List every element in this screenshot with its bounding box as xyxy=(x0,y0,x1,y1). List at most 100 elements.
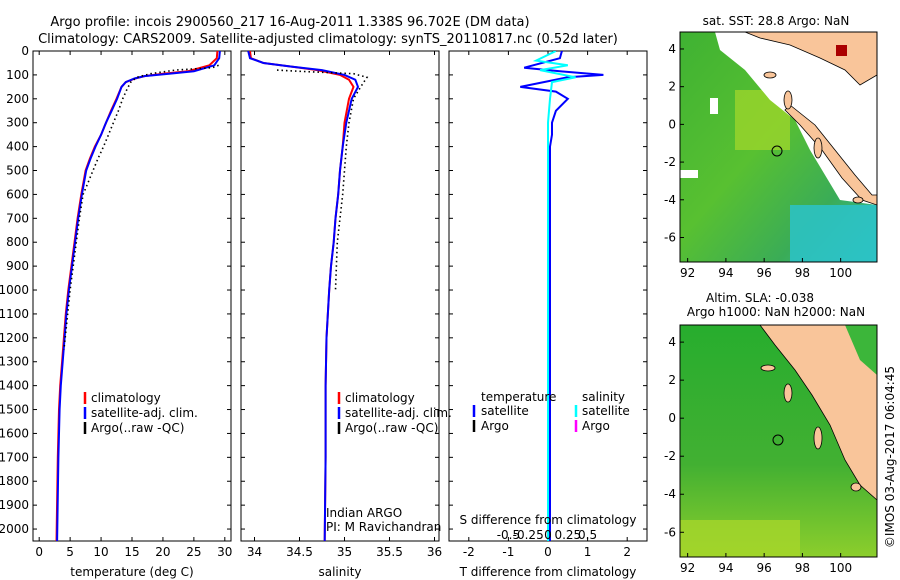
series-line-argo-raw-qc- xyxy=(276,69,369,291)
sla-map-title-line1: Altim. SLA: -0.038 xyxy=(706,291,814,305)
legend-satellite-label: satellite-adj. clim. xyxy=(91,406,198,420)
x-tick-label: 5 xyxy=(66,545,74,559)
series-line-argo-raw-qc- xyxy=(63,64,219,350)
y-tick-label: 1700 xyxy=(0,450,29,464)
sla-high-patch xyxy=(680,520,800,557)
salinity-lines xyxy=(247,51,369,541)
sst-map-title: sat. SST: 28.8 Argo: NaN xyxy=(703,14,850,28)
map-y-tick-label: -4 xyxy=(664,487,676,501)
sla-map-frame xyxy=(679,324,878,558)
sst-island-a xyxy=(763,71,777,79)
map-y-tick-label: 0 xyxy=(668,117,676,131)
difference-legend: temperature satellite Argo salinity sate… xyxy=(472,390,630,433)
series-line-climatology xyxy=(249,51,355,541)
annotation-pi: PI: M Ravichandran xyxy=(326,520,441,534)
y-tick-label: 2000 xyxy=(0,522,29,536)
figure-title-line1: Argo profile: incois 2900560_217 16-Aug-… xyxy=(50,15,529,30)
difference-xlabel: T difference from climatology xyxy=(459,565,637,579)
legend-sal-argo-label: Argo xyxy=(582,419,610,433)
y-tick-label: 1000 xyxy=(0,283,29,297)
top-tick-label: -0.5 xyxy=(497,528,520,542)
top-tick-label: -0.25 xyxy=(513,528,544,542)
x-tick-label: 25 xyxy=(186,545,201,559)
map-y-tick-label: -2 xyxy=(664,449,676,463)
difference-top-label: S difference from climatology xyxy=(460,513,637,527)
difference-ticks: -2 -1 0 1 2 xyxy=(449,50,647,559)
x-tick-label: 0 xyxy=(35,545,43,559)
difference-lines xyxy=(520,51,604,541)
y-tick-label: 1500 xyxy=(0,403,29,417)
map-x-tick-label: 100 xyxy=(829,266,852,280)
map-x-tick-label: 100 xyxy=(829,561,852,575)
series-line-salinity-satellite xyxy=(532,51,576,541)
map-x-tick-label: 98 xyxy=(795,266,810,280)
sla-island-d xyxy=(850,482,862,492)
x-tick-label: 0 xyxy=(544,545,552,559)
sla-island-c xyxy=(813,426,823,450)
legend-climatology-label: climatology xyxy=(91,391,161,405)
map-x-tick-label: 96 xyxy=(757,266,772,280)
series-line-climatology xyxy=(55,51,219,541)
top-tick-label: 0 xyxy=(544,528,552,542)
top-tick-label: 0.25 xyxy=(554,528,581,542)
sst-marker-square xyxy=(836,45,847,56)
y-tick-label: 1300 xyxy=(0,355,29,369)
sst-map-image xyxy=(680,32,877,262)
x-tick-label: -1 xyxy=(502,545,514,559)
map-y-tick-label: 0 xyxy=(668,411,676,425)
sst-argo-marker xyxy=(771,145,783,157)
y-tick-label: 600 xyxy=(6,187,29,201)
y-tick-label: 0 xyxy=(21,44,29,58)
sst-map: sat. SST: 28.8 Argo: NaN 92 94 96 98 100 4 2 0 -… xyxy=(664,14,878,280)
figure-title-line2: Climatology: CARS2009. Satellite-adjuste… xyxy=(38,32,618,47)
salinity-panel: 34 34.5 35 35.5 36 salinity climatology sate… xyxy=(240,50,452,579)
x-tick-label: -2 xyxy=(463,545,475,559)
map-x-tick-label: 98 xyxy=(795,561,810,575)
temperature-xlabel: temperature (deg C) xyxy=(70,565,193,579)
x-tick-label: 35 xyxy=(337,545,352,559)
map-y-tick-label: -4 xyxy=(664,193,676,207)
map-x-tick-label: 96 xyxy=(757,561,772,575)
sla-land xyxy=(759,325,877,501)
legend-sal-satellite-label: satellite xyxy=(582,404,630,418)
map-x-tick-label: 94 xyxy=(718,561,733,575)
sst-map-ticks: 92 94 96 98 100 4 2 0 -2 -4 -6 xyxy=(664,42,852,280)
map-y-tick-label: 4 xyxy=(668,335,676,349)
annotation-program: Indian ARGO xyxy=(326,506,402,520)
y-tick-label: 900 xyxy=(6,259,29,273)
sla-island-a xyxy=(760,364,776,372)
map-y-tick-label: 2 xyxy=(668,373,676,387)
series-line-satellite-adj-clim- xyxy=(247,51,360,541)
x-tick-label: 2 xyxy=(623,545,631,559)
sst-cloud-patch-left xyxy=(680,170,698,178)
y-tick-label: 700 xyxy=(6,211,29,225)
x-tick-label: 30 xyxy=(217,545,232,559)
map-y-tick-label: -2 xyxy=(664,155,676,169)
sla-coastal-shelf xyxy=(845,325,877,375)
y-tick-label: 1900 xyxy=(0,498,29,512)
sla-island-b xyxy=(783,383,793,403)
y-tick-label: 800 xyxy=(6,235,29,249)
x-tick-label: 10 xyxy=(93,545,108,559)
sst-island-d xyxy=(852,196,864,204)
legend-satellite-label: satellite-adj. clim. xyxy=(345,406,452,420)
temperature-panel: 0 5 10 15 20 25 300100200300400500600700800900… xyxy=(0,44,232,579)
y-tick-label: 1400 xyxy=(0,379,29,393)
imos-credit: ©IMOS 03-Aug-2017 06:04:45 xyxy=(883,366,897,548)
y-tick-label: 1600 xyxy=(0,426,29,440)
y-tick-label: 300 xyxy=(6,116,29,130)
x-tick-label: 36 xyxy=(427,545,442,559)
legend-salinity-title: salinity xyxy=(582,390,625,404)
y-tick-label: 100 xyxy=(6,68,29,82)
sst-cloud-patch-mid xyxy=(710,98,718,114)
y-tick-label: 1100 xyxy=(0,307,29,321)
legend-climatology-label: climatology xyxy=(345,391,415,405)
sla-argo-marker xyxy=(772,434,784,446)
map-x-tick-label: 92 xyxy=(680,561,695,575)
series-line-temperature-satellite xyxy=(520,51,604,541)
x-tick-label: 35.5 xyxy=(376,545,403,559)
x-tick-label: 34 xyxy=(247,545,262,559)
map-y-tick-label: 4 xyxy=(668,42,676,56)
sla-map-title-line2: Argo h1000: NaN h2000: NaN xyxy=(687,305,865,319)
